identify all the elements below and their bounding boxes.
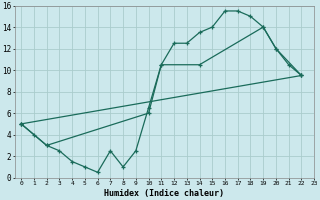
X-axis label: Humidex (Indice chaleur): Humidex (Indice chaleur) — [105, 189, 225, 198]
